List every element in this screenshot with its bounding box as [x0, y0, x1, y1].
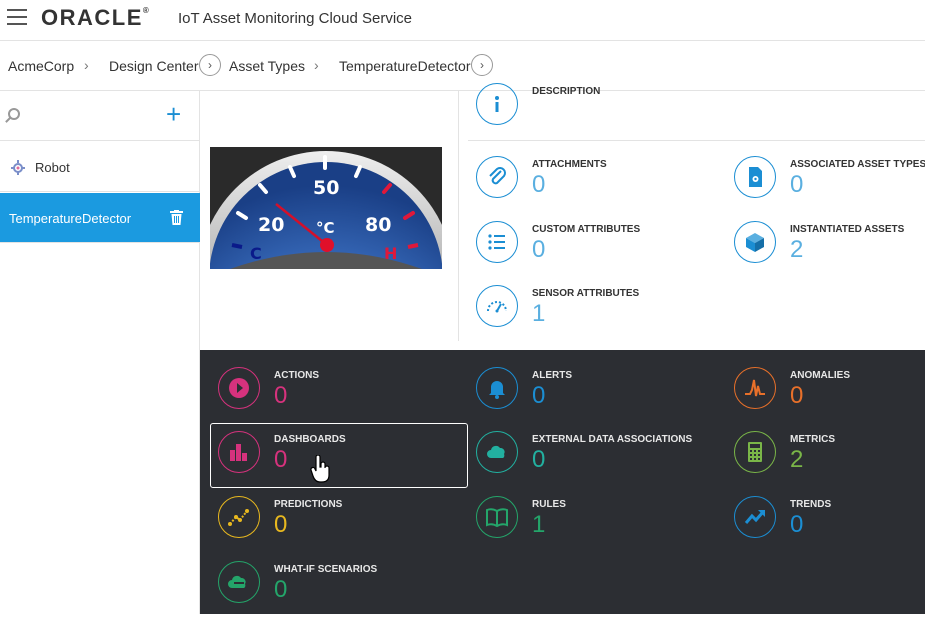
cloud-icon [476, 431, 518, 473]
asset-type-image-area: 20 50 80 °C C H [200, 91, 458, 350]
attachments-title: ATTACHMENTS [532, 159, 607, 170]
what-if-scenarios-card[interactable]: WHAT-IF SCENARIOS 0 [218, 561, 468, 621]
description-row [468, 91, 925, 141]
description-card[interactable]: DESCRIPTION [476, 83, 726, 143]
external-data-associations-count: 0 [532, 446, 546, 473]
associated-asset-types-title: ASSOCIATED ASSET TYPES [790, 159, 925, 170]
predictions-card[interactable]: PREDICTIONS 0 [218, 496, 468, 556]
metrics-count: 2 [790, 446, 804, 473]
metrics-card[interactable]: METRICS 2 [734, 431, 925, 491]
add-icon[interactable]: + [166, 99, 182, 129]
gauge-hot-label: H [384, 244, 397, 263]
document-gear-icon [734, 156, 776, 198]
rules-card[interactable]: RULES 1 [476, 496, 726, 556]
actions-count: 0 [274, 382, 288, 409]
what-if-scenarios-title: WHAT-IF SCENARIOS [274, 564, 378, 575]
gauge-label-20: 20 [258, 214, 284, 236]
cloud-stack-icon [218, 561, 260, 603]
anomaly-wave-icon [734, 367, 776, 409]
prediction-trend-icon [218, 496, 260, 538]
dashboards-title: DASHBOARDS [274, 434, 346, 445]
custom-attributes-count: 0 [532, 236, 546, 263]
sensor-attributes-title: SENSOR ATTRIBUTES [532, 288, 640, 299]
alerts-card[interactable]: ALERTS 0 [476, 367, 726, 427]
external-data-associations-title: EXTERNAL DATA ASSOCIATIONS [532, 434, 693, 445]
rules-title: RULES [532, 499, 566, 510]
breadcrumb-item-design-center[interactable]: Design Center [109, 58, 199, 74]
trends-title: TRENDS [790, 499, 832, 510]
instantiated-assets-count: 2 [790, 236, 804, 263]
actions-card[interactable]: ACTIONS 0 [218, 367, 468, 427]
sidebar-item-temperaturedetector[interactable]: TemperatureDetector [0, 193, 200, 243]
metrics-title: METRICS [790, 434, 835, 445]
sidebar-item-robot[interactable]: Robot [0, 142, 200, 192]
hover-highlight [210, 423, 468, 488]
gauge-icon [476, 285, 518, 327]
associated-asset-types-count: 0 [790, 171, 804, 198]
sidebar-search: + [0, 91, 200, 141]
thermometer-gauge-image: 20 50 80 °C C H [210, 147, 442, 269]
actions-title: ACTIONS [274, 370, 319, 381]
search-icon[interactable] [8, 108, 20, 120]
rules-count: 1 [532, 511, 546, 538]
oracle-logo: ORACLE® [41, 5, 149, 30]
alerts-title: ALERTS [532, 370, 572, 381]
breadcrumb-item-temperaturedetector[interactable]: TemperatureDetector [339, 58, 471, 74]
breadcrumb-item-asset-types[interactable]: Asset Types [229, 58, 306, 74]
info-icon [476, 83, 518, 125]
top-bar: ORACLE® IoT Asset Monitoring Cloud Servi… [0, 0, 925, 41]
breadcrumb: AcmeCorp › Design Center › Asset Types ›… [0, 41, 925, 91]
sensor-attributes-card[interactable]: SENSOR ATTRIBUTES 1 [476, 285, 726, 345]
trend-up-icon [734, 496, 776, 538]
dashboards-count: 0 [274, 446, 288, 473]
bar-chart-icon [218, 431, 260, 473]
anomalies-card[interactable]: ANOMALIES 0 [734, 367, 925, 427]
associated-asset-types-card[interactable]: ASSOCIATED ASSET TYPES 0 [734, 156, 925, 216]
custom-attributes-card[interactable]: CUSTOM ATTRIBUTES 0 [476, 221, 726, 281]
gauge-unit: °C [316, 219, 335, 237]
trash-icon[interactable] [170, 210, 183, 225]
cube-icon [734, 221, 776, 263]
trends-count: 0 [790, 511, 804, 538]
instantiated-assets-card[interactable]: INSTANTIATED ASSETS 2 [734, 221, 925, 281]
list-icon [476, 221, 518, 263]
sidebar-item-label: Robot [35, 160, 70, 175]
gauge-label-80: 80 [365, 214, 391, 236]
dashboards-card[interactable]: DASHBOARDS 0 [218, 431, 468, 491]
trends-card[interactable]: TRENDS 0 [734, 496, 925, 556]
attachments-count: 0 [532, 171, 546, 198]
gauge-label-50: 50 [313, 177, 339, 199]
chevron-right-circle-icon[interactable]: › [199, 54, 221, 76]
instantiated-assets-title: INSTANTIATED ASSETS [790, 224, 905, 235]
sensor-attributes-count: 1 [532, 300, 546, 327]
alerts-count: 0 [532, 382, 546, 409]
chevron-right-icon: › [84, 57, 89, 73]
gauge-cold-label: C [250, 244, 262, 263]
attachments-card[interactable]: ATTACHMENTS 0 [476, 156, 726, 216]
external-data-associations-card[interactable]: EXTERNAL DATA ASSOCIATIONS 0 [476, 431, 726, 491]
column-divider [458, 91, 459, 341]
chevron-right-icon: › [314, 57, 319, 73]
predictions-title: PREDICTIONS [274, 499, 343, 510]
calculator-icon [734, 431, 776, 473]
book-icon [476, 496, 518, 538]
breadcrumb-item-acmecorp[interactable]: AcmeCorp [8, 58, 75, 74]
bell-icon [476, 367, 518, 409]
app-title: IoT Asset Monitoring Cloud Service [178, 10, 413, 27]
description-title: DESCRIPTION [532, 86, 601, 97]
anomalies-count: 0 [790, 382, 804, 409]
gear-icon [11, 160, 25, 175]
predictions-count: 0 [274, 511, 288, 538]
sidebar-item-label: TemperatureDetector [9, 211, 132, 226]
hand-pointer-cursor-icon [310, 455, 330, 483]
anomalies-title: ANOMALIES [790, 370, 850, 381]
what-if-scenarios-count: 0 [274, 576, 288, 603]
play-icon [218, 367, 260, 409]
hamburger-menu-icon[interactable] [7, 9, 27, 25]
sidebar: + Robot TemperatureDetector [0, 91, 200, 614]
chevron-right-circle-icon[interactable]: › [471, 54, 493, 76]
custom-attributes-title: CUSTOM ATTRIBUTES [532, 224, 641, 235]
paperclip-icon [476, 156, 518, 198]
